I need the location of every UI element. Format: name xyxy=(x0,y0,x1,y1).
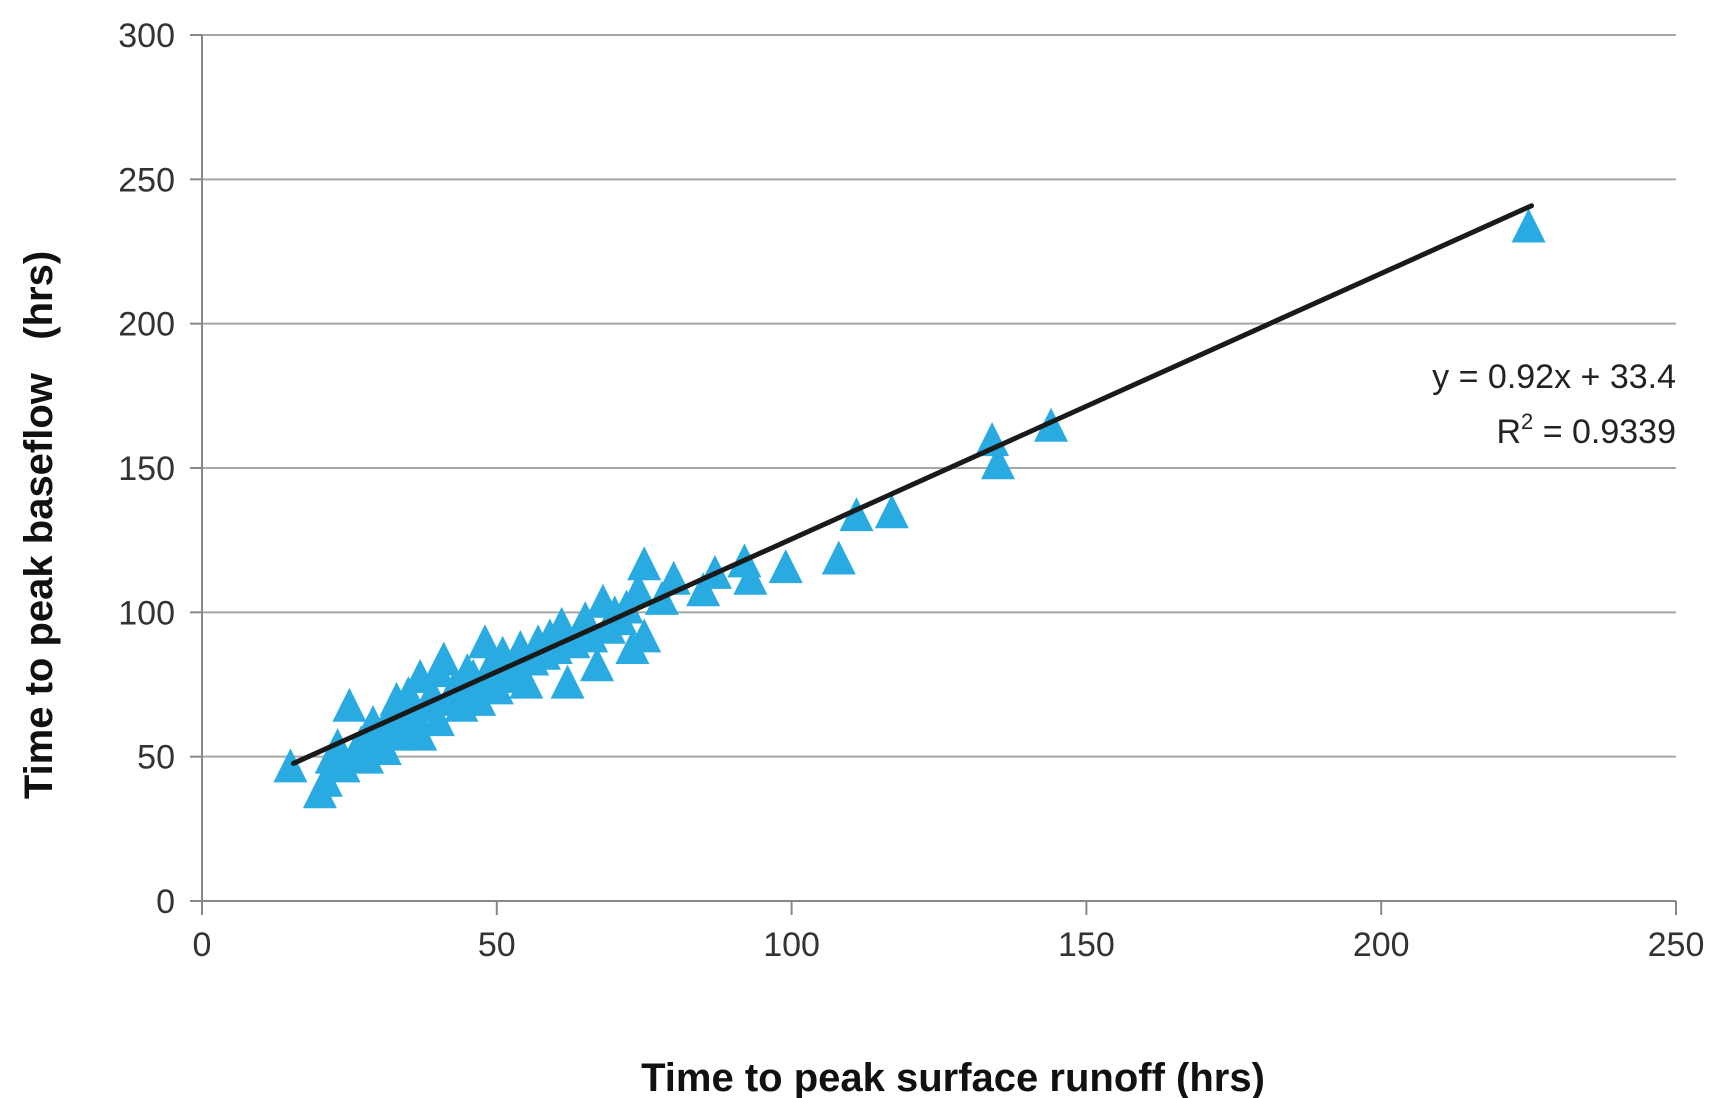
y-tick-label: 0 xyxy=(156,883,175,921)
x-tick-label: 150 xyxy=(1058,926,1115,964)
trendline-group xyxy=(290,203,1535,766)
r-squared-label: R2 = 0.9339 xyxy=(1496,409,1676,451)
data-point xyxy=(273,748,308,783)
x-tick-label: 250 xyxy=(1648,926,1705,964)
x-tick-label: 50 xyxy=(478,926,516,964)
y-axis-title: Time to peak baseflow (hrs) xyxy=(17,251,61,799)
data-point xyxy=(426,641,461,676)
data-point xyxy=(332,687,367,722)
data-point xyxy=(1511,208,1546,243)
x-axis-title: Time to peak surface runoff (hrs) xyxy=(641,1056,1265,1098)
data-point xyxy=(403,716,438,751)
x-tick-label: 0 xyxy=(193,926,212,964)
data-point xyxy=(874,494,909,529)
data-point xyxy=(733,560,768,595)
x-tick-label: 100 xyxy=(763,926,820,964)
data-point xyxy=(574,618,609,653)
gridlines xyxy=(202,34,1676,758)
y-tick-label: 50 xyxy=(137,739,175,777)
y-tick-label: 150 xyxy=(118,450,175,488)
r-squared-prefix: R xyxy=(1496,413,1521,451)
trendline-equation: y = 0.92x + 33.4 xyxy=(1432,358,1676,396)
y-tick-label: 100 xyxy=(118,594,175,632)
data-point xyxy=(975,422,1010,457)
data-point xyxy=(509,664,544,699)
r-squared-value: = 0.9339 xyxy=(1533,413,1676,451)
data-point xyxy=(468,624,503,659)
y-tick-label: 250 xyxy=(118,161,175,199)
x-axis: 0 50 100 150 200 250 xyxy=(193,900,1705,964)
y-tick-label: 300 xyxy=(118,17,175,55)
data-point xyxy=(550,664,585,699)
data-point xyxy=(821,540,856,575)
x-tick-label: 200 xyxy=(1353,926,1410,964)
r-squared-superscript: 2 xyxy=(1521,409,1533,434)
data-point xyxy=(627,618,662,653)
data-points xyxy=(273,208,1546,809)
data-point xyxy=(420,702,455,737)
data-point xyxy=(308,762,343,797)
data-point xyxy=(839,497,874,532)
data-point xyxy=(980,445,1015,480)
data-point xyxy=(627,546,662,581)
y-tick-label: 200 xyxy=(118,306,175,344)
y-axis: 0 50 100 150 200 250 300 xyxy=(118,17,203,921)
data-point xyxy=(686,572,721,607)
data-point xyxy=(768,549,803,584)
trendline xyxy=(290,203,1535,766)
data-point xyxy=(462,681,497,716)
data-point xyxy=(621,572,656,607)
data-point xyxy=(580,647,615,682)
